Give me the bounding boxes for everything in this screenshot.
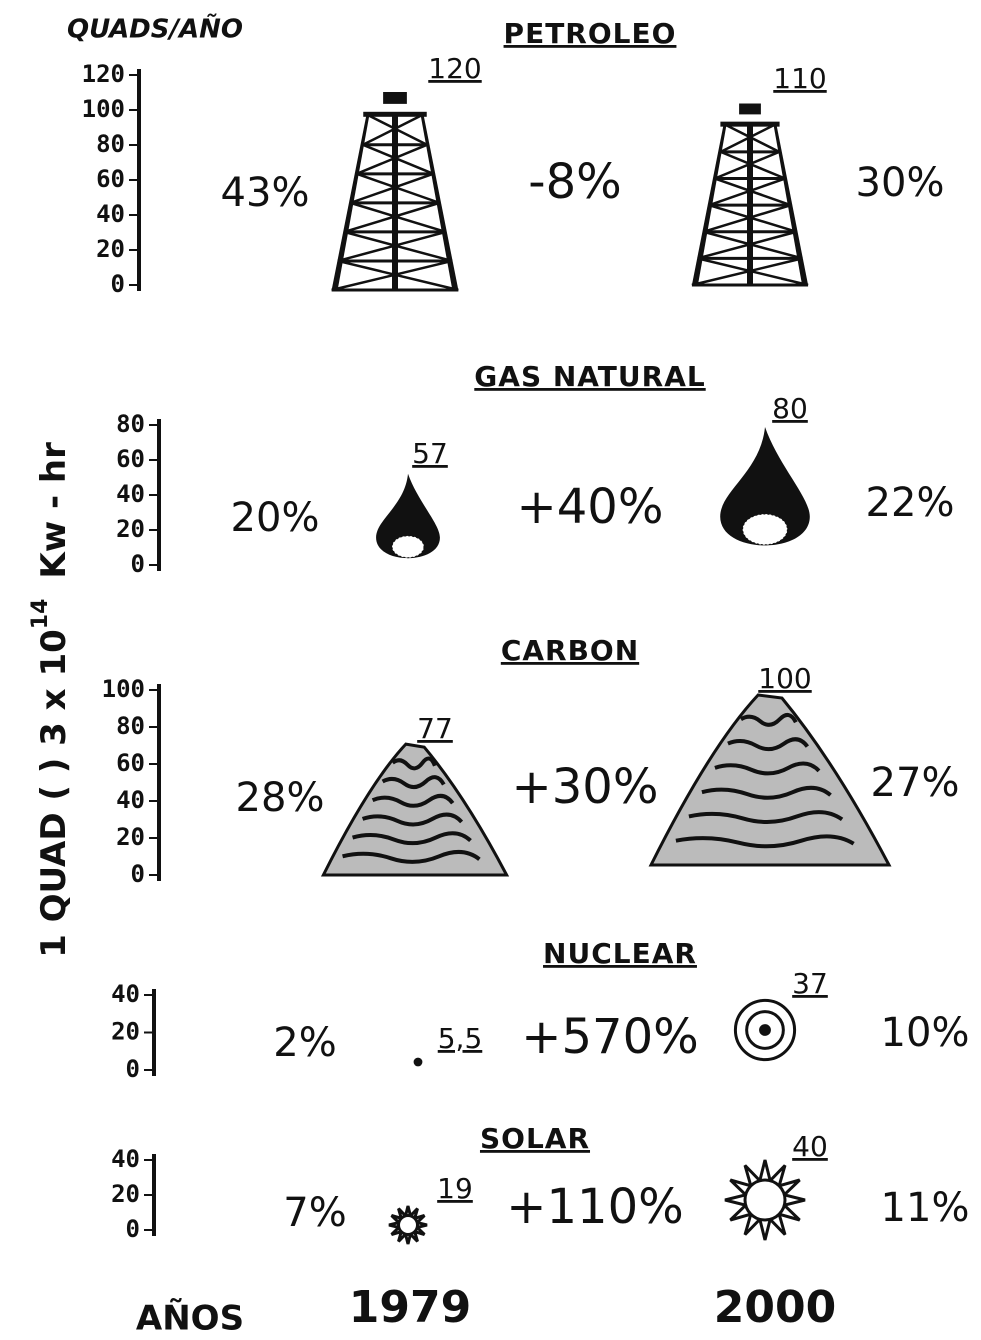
side-label-text: 1 QUAD ( ) 3 x 10 — [34, 629, 74, 958]
tick-label: 80 — [116, 712, 145, 740]
icon-2000 — [725, 1160, 805, 1240]
change-label: +40% — [517, 479, 664, 535]
derrick-brace — [350, 203, 445, 232]
derrick-brace — [338, 261, 458, 290]
tick-label: 80 — [116, 410, 145, 438]
share-label: 30% — [856, 160, 945, 206]
share-label: 28% — [236, 775, 325, 821]
change-label: +110% — [506, 1179, 683, 1235]
derrick-brace — [344, 203, 439, 232]
tick-label: 40 — [116, 786, 145, 814]
tick-label: 0 — [131, 550, 145, 578]
unit-label: QUADS/AÑO — [67, 13, 243, 45]
year-label: 1979 — [349, 1282, 471, 1333]
tick-label: 60 — [116, 749, 145, 777]
icon-2000 — [651, 695, 889, 865]
icon-1979 — [323, 744, 506, 875]
tick-label: 100 — [102, 675, 145, 703]
value-label: 37 — [792, 967, 828, 1000]
share-label: 43% — [221, 170, 310, 216]
side-label-unit: Kw - hr — [34, 442, 74, 579]
section-title: CARBON — [501, 634, 639, 667]
icon-2000 — [735, 1000, 794, 1059]
icon-1979 — [376, 474, 440, 558]
infographic: QUADS/AÑO 1 QUAD ( ) 3 x 1014 Kw - hr AÑO… — [0, 0, 981, 1340]
section-title: NUCLEAR — [543, 937, 697, 970]
share-label: 10% — [881, 1010, 970, 1056]
tick-label: 120 — [82, 60, 125, 88]
nuclear-dot — [414, 1058, 423, 1067]
tick-label: 60 — [96, 165, 125, 193]
share-label: 2% — [273, 1020, 336, 1066]
derrick-crown — [739, 104, 761, 115]
share-label: 11% — [881, 1185, 970, 1231]
tick-label: 20 — [111, 1018, 140, 1046]
tick-label: 40 — [96, 200, 125, 228]
share-label: 22% — [866, 480, 955, 526]
nuclear-core — [759, 1024, 771, 1036]
tick-label: 100 — [82, 95, 125, 123]
derrick-brace — [369, 116, 427, 145]
tick-label: 20 — [116, 515, 145, 543]
tick-label: 40 — [111, 980, 140, 1008]
derrick-crown — [383, 92, 407, 104]
tick-label: 60 — [116, 445, 145, 473]
value-label: 80 — [772, 392, 808, 425]
section-title: PETROLEO — [504, 17, 677, 50]
share-label: 20% — [231, 495, 320, 541]
tick-label: 40 — [111, 1145, 140, 1173]
value-label: 5,5 — [438, 1022, 483, 1055]
tick-label: 0 — [126, 1215, 140, 1243]
tick-label: 0 — [131, 860, 145, 888]
change-label: +570% — [521, 1009, 698, 1065]
derrick-brace — [363, 145, 433, 174]
side-label-exponent: 14 — [28, 599, 53, 630]
derrick-brace — [350, 174, 433, 203]
tick-label: 0 — [111, 270, 125, 298]
derrick-brace — [338, 232, 446, 261]
share-label: 7% — [283, 1190, 346, 1236]
share-label: 27% — [871, 760, 960, 806]
icon-2000 — [692, 104, 808, 286]
derrick-brace — [332, 261, 452, 290]
value-label: 19 — [437, 1172, 473, 1205]
icon-1979 — [389, 1206, 427, 1244]
value-label: 40 — [792, 1130, 828, 1163]
derrick-brace — [357, 145, 427, 174]
derrick-brace — [344, 232, 452, 261]
flame-hatch — [743, 514, 788, 545]
value-label: 120 — [428, 52, 481, 85]
side-label: 1 QUAD ( ) 3 x 1014 Kw - hr — [28, 442, 74, 958]
derrick-brace — [363, 116, 421, 145]
change-label: -8% — [528, 154, 621, 210]
change-label: +30% — [512, 759, 659, 815]
flame-hatch — [392, 536, 424, 558]
sun-disk — [399, 1216, 418, 1235]
tick-label: 20 — [116, 823, 145, 851]
tick-label: 0 — [126, 1055, 140, 1083]
value-label: 57 — [412, 437, 448, 470]
value-label: 77 — [417, 712, 453, 745]
tick-label: 80 — [96, 130, 125, 158]
section-title: SOLAR — [480, 1122, 590, 1155]
tick-label: 20 — [111, 1180, 140, 1208]
tick-label: 20 — [96, 235, 125, 263]
value-label: 100 — [758, 662, 811, 695]
icon-1979 — [414, 1058, 423, 1067]
section-title: GAS NATURAL — [474, 360, 705, 393]
tick-label: 40 — [116, 480, 145, 508]
footer-label: AÑOS — [136, 1298, 244, 1339]
year-label: 2000 — [714, 1282, 836, 1333]
value-label: 110 — [773, 62, 826, 95]
derrick-brace — [357, 174, 440, 203]
icon-2000 — [720, 427, 810, 545]
sun-disk — [745, 1180, 785, 1220]
icon-1979 — [332, 92, 459, 290]
